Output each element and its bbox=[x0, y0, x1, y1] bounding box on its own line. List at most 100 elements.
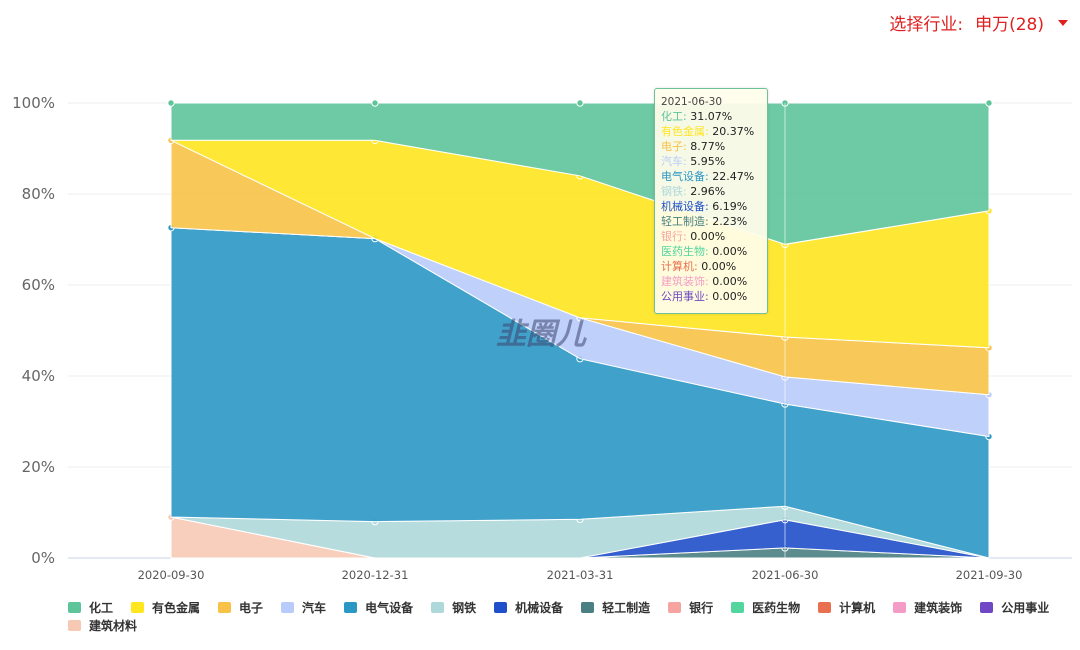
watermark-logo: 韭圈儿 bbox=[496, 317, 587, 352]
tooltip-date: 2021-06-30 bbox=[661, 96, 723, 108]
legend-swatch bbox=[68, 601, 81, 613]
legend-item[interactable]: 化工 bbox=[68, 598, 113, 616]
legend-swatch bbox=[980, 601, 994, 613]
tooltip-series-name: 建筑装饰 bbox=[661, 275, 705, 288]
tooltip-separator: : bbox=[683, 110, 691, 123]
tooltip-value: 31.07% bbox=[690, 110, 733, 123]
x-tick-label: 2020-09-30 bbox=[138, 568, 205, 582]
y-tick-label: 0% bbox=[31, 549, 55, 567]
tooltip-value: 20.37% bbox=[712, 125, 755, 138]
tooltip-row: 有色金属: 20.37% bbox=[661, 124, 761, 139]
tooltip-series-name: 电子 bbox=[661, 140, 683, 153]
tooltip-value: 22.47% bbox=[712, 170, 755, 183]
legend-item[interactable]: 汽车 bbox=[281, 598, 326, 616]
legend-label: 建筑装饰 bbox=[914, 600, 963, 615]
industry-select-value: 申万(28) bbox=[975, 15, 1044, 35]
legend-item[interactable]: 机械设备 bbox=[494, 598, 563, 616]
y-tick-label: 40% bbox=[22, 367, 55, 385]
tooltip-row: 医药生物: 0.00% bbox=[661, 244, 761, 259]
legend-label: 机械设备 bbox=[515, 600, 564, 615]
chevron-down-icon[interactable] bbox=[1058, 19, 1068, 26]
legend-label: 钢铁 bbox=[452, 600, 477, 615]
tooltip-row: 电子: 8.77% bbox=[661, 139, 761, 154]
tooltip-series-name: 机械设备 bbox=[661, 200, 705, 213]
chart-legend: 化工 有色金属 电子 汽车 电气设备 钢铁 机械设备 轻工制造 银行 医药生物 计算机 建筑装饰 公用事… bbox=[68, 598, 1068, 634]
legend-swatch bbox=[818, 601, 832, 613]
legend-item[interactable]: 电子 bbox=[218, 598, 263, 616]
legend-swatch bbox=[731, 601, 745, 613]
tooltip-value: 6.19% bbox=[712, 200, 748, 213]
legend-item[interactable]: 有色金属 bbox=[131, 598, 200, 616]
tooltip-separator: : bbox=[705, 170, 713, 183]
tooltip-series-name: 银行 bbox=[661, 230, 683, 243]
legend-item[interactable]: 计算机 bbox=[818, 598, 875, 616]
tooltip-value: 2.96% bbox=[690, 185, 726, 198]
tooltip-series-name: 汽车 bbox=[661, 155, 683, 168]
tooltip-row: 公用事业: 0.00% bbox=[661, 289, 761, 304]
legend-swatch bbox=[131, 601, 145, 613]
tooltip-row: 建筑装饰: 0.00% bbox=[661, 274, 761, 289]
tooltip-separator: : bbox=[694, 260, 702, 273]
legend-item[interactable]: 电气设备 bbox=[344, 598, 413, 616]
legend-swatch bbox=[494, 601, 508, 613]
legend-swatch bbox=[281, 601, 295, 613]
tooltip-value: 0.00% bbox=[701, 260, 737, 273]
tooltip-value: 2.23% bbox=[712, 215, 748, 228]
tooltip-series-name: 电气设备 bbox=[661, 170, 705, 183]
x-tick-label: 2021-09-30 bbox=[956, 568, 1023, 582]
tooltip-series-name: 医药生物 bbox=[661, 245, 705, 258]
tooltip-separator: : bbox=[705, 200, 713, 213]
tooltip-row: 轻工制造: 2.23% bbox=[661, 214, 761, 229]
tooltip-separator: : bbox=[683, 140, 691, 153]
legend-item[interactable]: 建筑材料 bbox=[68, 616, 137, 634]
legend-label: 医药生物 bbox=[752, 600, 801, 615]
tooltip-value: 8.77% bbox=[690, 140, 726, 153]
tooltip-row: 银行: 0.00% bbox=[661, 229, 761, 244]
tooltip-separator: : bbox=[683, 185, 691, 198]
x-tick-label: 2021-06-30 bbox=[752, 568, 819, 582]
tooltip-value: 0.00% bbox=[712, 245, 748, 258]
legend-label: 建筑材料 bbox=[89, 618, 138, 633]
tooltip-series-name: 钢铁 bbox=[661, 185, 683, 198]
tooltip-value: 0.00% bbox=[712, 290, 748, 303]
legend-label: 公用事业 bbox=[1001, 600, 1050, 615]
industry-select-label: 选择行业: bbox=[889, 15, 964, 35]
legend-item[interactable]: 钢铁 bbox=[431, 598, 476, 616]
legend-swatch bbox=[668, 601, 682, 613]
tooltip-value: 0.00% bbox=[690, 230, 726, 243]
legend-swatch bbox=[581, 601, 595, 613]
y-tick-label: 80% bbox=[22, 185, 55, 203]
legend-item[interactable]: 轻工制造 bbox=[581, 598, 650, 616]
data-point-化工 bbox=[985, 99, 993, 107]
legend-item[interactable]: 银行 bbox=[668, 598, 713, 616]
data-point-化工 bbox=[167, 99, 175, 107]
tooltip-separator: : bbox=[705, 290, 713, 303]
legend-label: 汽车 bbox=[302, 600, 327, 615]
data-point-化工 bbox=[576, 99, 584, 107]
x-tick-label: 2021-03-31 bbox=[547, 568, 614, 582]
legend-label: 电气设备 bbox=[365, 600, 414, 615]
legend-label: 轻工制造 bbox=[602, 600, 651, 615]
legend-label: 银行 bbox=[689, 600, 714, 615]
legend-swatch bbox=[218, 601, 232, 613]
tooltip-value: 0.00% bbox=[712, 275, 748, 288]
tooltip-row: 电气设备: 22.47% bbox=[661, 169, 761, 184]
x-tick-label: 2020-12-31 bbox=[342, 568, 409, 582]
legend-swatch bbox=[893, 601, 907, 613]
legend-item[interactable]: 医药生物 bbox=[731, 598, 800, 616]
tooltip-separator: : bbox=[705, 125, 713, 138]
tooltip-row: 汽车: 5.95% bbox=[661, 154, 761, 169]
legend-label: 计算机 bbox=[839, 600, 876, 615]
data-point-化工 bbox=[371, 99, 379, 107]
legend-item[interactable]: 公用事业 bbox=[980, 598, 1049, 616]
y-tick-label: 60% bbox=[22, 276, 55, 294]
tooltip-separator: : bbox=[683, 155, 691, 168]
tooltip-value: 5.95% bbox=[690, 155, 726, 168]
legend-item[interactable]: 建筑装饰 bbox=[893, 598, 962, 616]
industry-select[interactable]: 选择行业: 申万(28) bbox=[889, 10, 1068, 35]
y-tick-label: 20% bbox=[22, 458, 55, 476]
tooltip-series-name: 轻工制造 bbox=[661, 215, 705, 228]
legend-swatch bbox=[68, 619, 81, 631]
legend-label: 电子 bbox=[239, 600, 264, 615]
tooltip-separator: : bbox=[705, 275, 713, 288]
